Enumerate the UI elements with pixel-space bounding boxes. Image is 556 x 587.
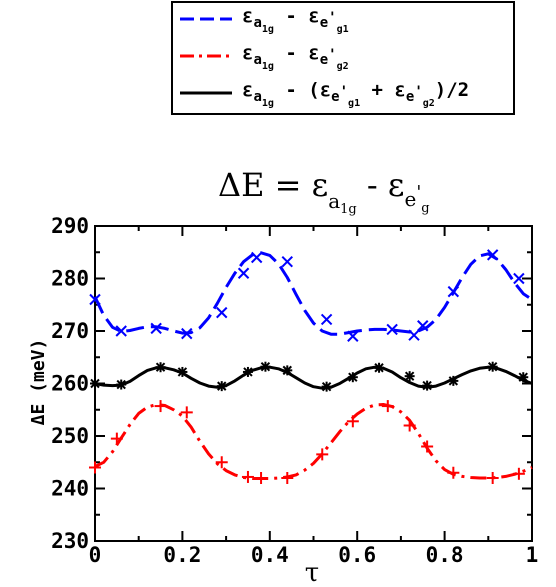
- series-2-point: [421, 440, 434, 453]
- y-tick-label: 260: [51, 372, 89, 396]
- series-3-point: [282, 365, 293, 376]
- series-1-point: [216, 306, 228, 319]
- series-2-point: [241, 470, 254, 483]
- series-2-point: [89, 461, 101, 474]
- series-1-point: [386, 323, 398, 336]
- series-3-point: [404, 371, 415, 382]
- x-axis-title: τ: [305, 558, 319, 587]
- series-2-point: [180, 406, 193, 419]
- y-tick-label: 230: [51, 529, 89, 553]
- series-3-point: [374, 362, 385, 373]
- series-1-point: [486, 249, 499, 261]
- series-2-point: [281, 472, 294, 484]
- series-2-point: [381, 400, 394, 413]
- x-tick-label: 0.8: [426, 543, 464, 567]
- legend-label-1: εa1g - εe'g1: [242, 5, 349, 35]
- series-layer: [89, 249, 533, 484]
- series-2-point: [110, 432, 123, 445]
- x-tick-label: 0.2: [163, 543, 201, 567]
- series-2-point: [154, 400, 167, 413]
- series-1-point: [417, 320, 429, 332]
- y-tick-label: 280: [51, 267, 89, 291]
- series-2-point: [215, 456, 228, 469]
- series-3-point: [321, 381, 332, 392]
- series-line-1: [93, 251, 533, 336]
- legend-box: [171, 1, 515, 115]
- series-2-point: [403, 419, 416, 432]
- series-3-point: [260, 361, 271, 372]
- x-tick-label: 0.4: [251, 543, 289, 567]
- series-1-point: [237, 267, 250, 279]
- series-2-point: [486, 472, 499, 484]
- y-tick-label: 240: [51, 477, 89, 501]
- series-1-point: [320, 313, 333, 326]
- series-3-point: [90, 378, 100, 389]
- series-3-point: [177, 366, 188, 377]
- y-axis-title: ΔE (meV): [28, 339, 49, 426]
- series-line-3: [94, 365, 533, 390]
- series-1-point: [281, 255, 293, 268]
- series-2-point: [255, 472, 268, 484]
- series-line-2: [94, 403, 533, 480]
- series-1-point: [408, 329, 420, 341]
- x-tick-label: 0.6: [338, 543, 376, 567]
- series-3-point: [518, 372, 529, 383]
- legend-label-3: εa1g - (εe'g1 + εe'g2)/2: [242, 79, 469, 109]
- series-1-point: [347, 330, 359, 342]
- series-3-point: [216, 381, 227, 392]
- x-tick-label: 0: [89, 543, 102, 567]
- series-1-point: [513, 272, 525, 285]
- legend-label-2: εa1g - εe'g2: [242, 42, 349, 72]
- y-tick-label: 250: [51, 424, 89, 448]
- series-3-point: [448, 375, 459, 386]
- series-3-point: [347, 372, 358, 383]
- series-3-point: [155, 362, 166, 373]
- chart-title: ΔE = εa1g - εe'g: [218, 166, 430, 217]
- series-3-point: [487, 361, 498, 372]
- series-1-point: [447, 285, 460, 298]
- y-tick-label: 290: [51, 214, 89, 238]
- series-2-point: [512, 467, 525, 480]
- series-3-point: [116, 379, 127, 390]
- y-tick-label: 270: [51, 319, 89, 343]
- series-2-point: [447, 466, 460, 479]
- series-1-point: [150, 322, 162, 335]
- series-2-point: [346, 415, 359, 428]
- series-1-point: [181, 327, 193, 340]
- series-1-point: [250, 251, 263, 264]
- series-1-point: [89, 293, 101, 306]
- series-3-point: [422, 380, 433, 391]
- legend: εa1g - εe'g1 εa1g - εe'g2 εa1g - (εe'g1 …: [171, 1, 515, 115]
- series-2-point: [316, 448, 329, 461]
- x-tick-label: 1: [526, 543, 539, 567]
- series-1-point: [115, 325, 127, 337]
- series-3-point: [242, 366, 253, 377]
- axes: 230 240 250 260 270 280 290 0 0.2 0.4 0.6 0.8 1: [51, 214, 538, 567]
